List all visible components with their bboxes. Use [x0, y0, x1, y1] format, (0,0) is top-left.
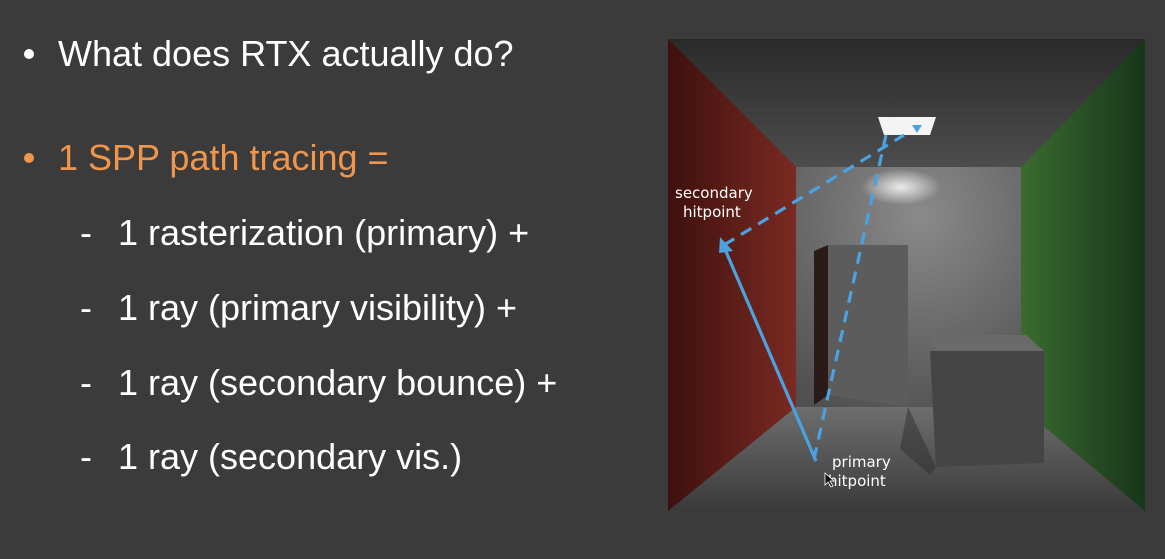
mouse-cursor-icon	[824, 472, 836, 488]
bullet-text: What does RTX actually do?	[58, 33, 514, 74]
bullet-dot-icon	[24, 49, 34, 59]
ray-paths	[719, 133, 905, 462]
primary-to-light-ray	[812, 134, 888, 460]
sub-item-text: 1 rasterization (primary) +	[118, 212, 530, 253]
dash-marker: -	[80, 287, 92, 328]
tall-block-front	[828, 245, 908, 407]
left-wall	[668, 39, 796, 511]
light-arrow-icon	[912, 125, 922, 133]
ceiling	[668, 39, 1145, 167]
tall-block-side	[814, 245, 828, 405]
sub-item-text: 1 ray (secondary vis.)	[118, 436, 463, 477]
light-glow	[861, 169, 941, 205]
sub-item: - 1 ray (secondary vis.)	[80, 436, 462, 478]
dash-marker: -	[80, 362, 92, 403]
sub-item: - 1 rasterization (primary) +	[80, 212, 529, 254]
dash-marker: -	[80, 212, 92, 253]
primary-hitpoint-label-line2: hitpoint	[828, 472, 886, 490]
secondary-hitpoint-label-line2: hitpoint	[683, 203, 741, 221]
primary-to-secondary-ray	[722, 246, 818, 462]
right-wall	[1021, 39, 1145, 511]
block-shadow	[900, 407, 936, 475]
bullet-item: What does RTX actually do?	[24, 33, 514, 75]
cornell-box-render: secondary hitpoint primary hitpoint	[668, 39, 1145, 511]
bullet-text: 1 SPP path tracing =	[58, 137, 389, 178]
sub-item: - 1 ray (secondary bounce) +	[80, 362, 557, 404]
dash-marker: -	[80, 436, 92, 477]
sub-item: - 1 ray (primary visibility) +	[80, 287, 517, 329]
cornell-box-svg: secondary hitpoint primary hitpoint	[668, 39, 1145, 511]
primary-hitpoint-label-line1: primary	[832, 453, 891, 471]
sub-item-text: 1 ray (secondary bounce) +	[118, 362, 558, 403]
short-block-top	[930, 335, 1044, 351]
bullet-item-highlight: 1 SPP path tracing =	[24, 137, 389, 179]
sub-item-text: 1 ray (primary visibility) +	[118, 287, 518, 328]
light-source	[878, 117, 936, 135]
secondary-to-light-ray	[723, 133, 905, 247]
bullet-dot-icon	[24, 153, 34, 163]
short-block-front	[930, 351, 1044, 467]
secondary-hitpoint-label-line1: secondary	[675, 184, 753, 202]
